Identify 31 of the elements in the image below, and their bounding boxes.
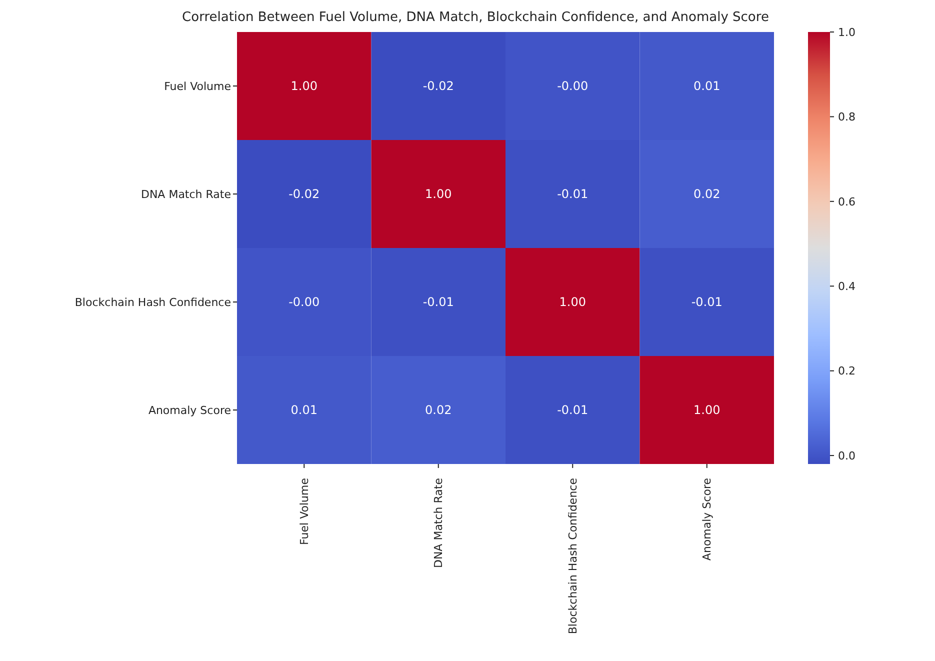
data-label: 1.00: [559, 295, 586, 310]
data-label: -0.00: [288, 295, 320, 310]
data-label: -0.00: [557, 79, 588, 94]
color-bar-label: 0.4: [838, 280, 856, 293]
x-tick-label: DNA Match Rate: [432, 478, 446, 568]
x-tick-label: Fuel Volume: [298, 478, 311, 545]
color-bar-label: 0.2: [838, 364, 856, 378]
data-label: -0.01: [691, 295, 722, 310]
data-label: 1.00: [425, 187, 452, 202]
color-bar-label: 0.8: [838, 110, 856, 124]
data-label: -0.01: [422, 295, 454, 310]
data-label: 1.00: [694, 403, 720, 418]
chart-title: Correlation Between Fuel Volume, DNA Match, Blockchain Confidence, and Anomaly Score: [181, 10, 770, 25]
data-label: 0.02: [425, 403, 452, 418]
y-tick-label: Anomaly Score: [148, 404, 232, 417]
color-bar-label: 0.6: [838, 195, 856, 208]
y-tick-label: Fuel Volume: [164, 80, 232, 93]
x-tick-label: Anomaly Score: [700, 478, 714, 561]
data-label: 0.01: [694, 79, 720, 94]
data-label: -0.02: [288, 187, 320, 202]
data-label: 0.01: [290, 403, 318, 418]
y-tick-label: DNA Match Rate: [140, 188, 232, 201]
data-label: 0.02: [694, 187, 720, 202]
data-label: 1.00: [290, 79, 318, 94]
data-label: -0.01: [557, 403, 588, 418]
data-label: -0.02: [422, 79, 454, 94]
data-label: -0.01: [557, 187, 588, 202]
x-tick-label: Blockchain Hash Confidence: [566, 478, 580, 634]
color-bar-label: 1.0: [838, 26, 856, 39]
y-tick-label: Blockchain Hash Confidence: [74, 296, 232, 309]
color-bar-label: 0.0: [838, 449, 856, 462]
